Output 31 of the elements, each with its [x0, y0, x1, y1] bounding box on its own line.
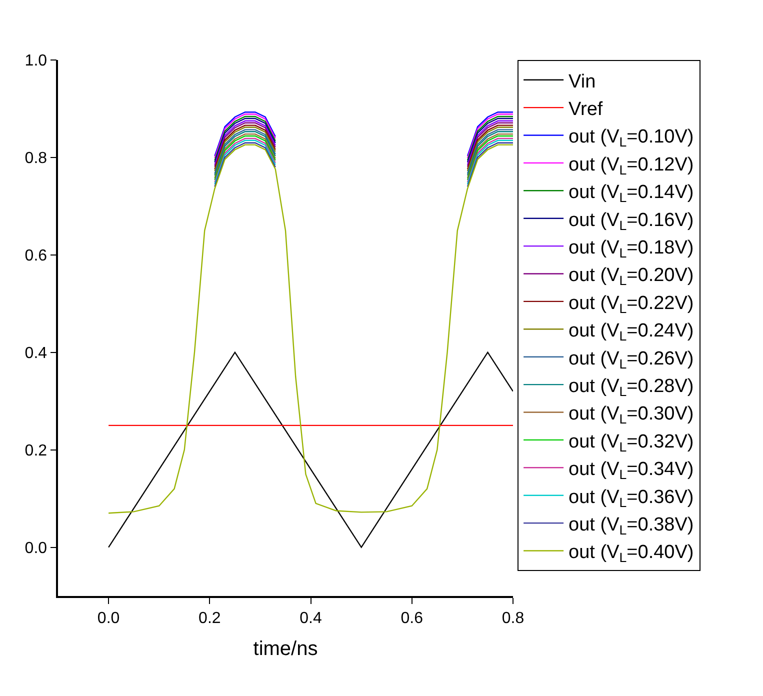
- y-tick-label: 1.0: [24, 52, 48, 70]
- legend-label: out (V$_{L}$=0.14V): [568, 182, 694, 206]
- x-axis-title: time/ns: [253, 638, 318, 660]
- x-tick-label: 0.2: [198, 610, 221, 627]
- legend-label: out (V$_{L}$=0.32V): [568, 431, 694, 454]
- legend-label: out (V$_{L}$=0.38V): [568, 514, 694, 538]
- y-tick-label: 0.0: [24, 540, 48, 557]
- legend-label: out (V$_{L}$=0.20V): [568, 265, 694, 288]
- legend-label: out (V$_{L}$=0.24V): [568, 320, 694, 344]
- legend-label: out (V$_{L}$=0.16V): [568, 210, 694, 233]
- x-tick-label: 0.4: [300, 610, 322, 627]
- y-tick-label: 0.4: [24, 344, 48, 362]
- legend-label: out (V$_{L}$=0.30V): [568, 404, 694, 427]
- line-series: [108, 144, 513, 514]
- x-tick-label: 0.0: [97, 610, 120, 627]
- legend-label: out (V$_{L}$=0.28V): [568, 376, 694, 399]
- legend-label: Vref: [568, 98, 604, 120]
- y-tick-label: 0.2: [24, 442, 48, 460]
- x-tick-label: 0.6: [400, 610, 424, 627]
- y-tick-label: 0.6: [24, 248, 48, 265]
- legend-label: out (V$_{L}$=0.10V): [568, 126, 694, 150]
- legend-label: out (V$_{L}$=0.40V): [568, 542, 694, 566]
- y-tick-label: 0.8: [24, 150, 48, 168]
- legend-label: out (V$_{L}$=0.18V): [568, 237, 694, 260]
- legend-label: out (V$_{L}$=0.34V): [568, 459, 694, 482]
- legend-label: out (V$_{L}$=0.12V): [568, 154, 694, 178]
- legend-label: Vin: [568, 71, 596, 92]
- legend-label: out (V$_{L}$=0.26V): [568, 348, 694, 372]
- x-tick-label: 0.8: [502, 610, 524, 627]
- legend-label: out (V$_{L}$=0.36V): [568, 486, 694, 510]
- legend-label: out (V$_{L}$=0.22V): [568, 292, 694, 316]
